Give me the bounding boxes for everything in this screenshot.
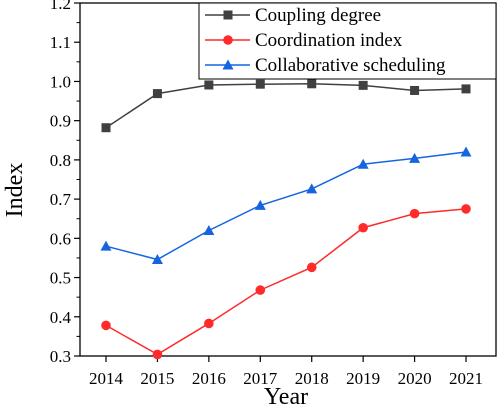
data-point bbox=[151, 254, 163, 265]
series-line bbox=[105, 151, 467, 261]
legend-marker bbox=[223, 10, 233, 20]
x-axis-title: Year bbox=[264, 384, 308, 410]
data-point bbox=[306, 262, 317, 273]
y-axis-title: Index bbox=[2, 163, 28, 218]
legend-label: Coupling degree bbox=[255, 5, 381, 26]
data-point bbox=[152, 89, 162, 99]
series-line bbox=[105, 83, 467, 129]
data-point bbox=[358, 80, 368, 90]
data-point bbox=[461, 84, 471, 94]
data-point bbox=[255, 79, 265, 89]
y-tick-label: 0.5 bbox=[50, 269, 71, 288]
x-tick-label: 2014 bbox=[89, 369, 124, 388]
data-point bbox=[409, 208, 420, 219]
y-tick-label: 0.7 bbox=[50, 190, 72, 209]
data-point bbox=[357, 158, 369, 169]
data-point bbox=[101, 123, 111, 133]
series-1 bbox=[101, 204, 471, 360]
data-point bbox=[254, 199, 266, 210]
data-point bbox=[203, 224, 215, 235]
series-line bbox=[105, 208, 467, 356]
legend-label: Coordination index bbox=[255, 30, 403, 51]
x-tick-label: 2018 bbox=[295, 369, 329, 388]
y-tick-label: 0.9 bbox=[50, 112, 71, 131]
data-point bbox=[461, 204, 471, 214]
y-tick-label: 0.6 bbox=[50, 229, 71, 248]
data-point bbox=[101, 320, 111, 331]
data-point bbox=[409, 152, 421, 163]
x-tick-label: 2016 bbox=[192, 369, 226, 388]
data-point bbox=[307, 79, 317, 89]
legend-marker bbox=[222, 59, 234, 70]
x-tick-label: 2015 bbox=[140, 369, 174, 388]
series-2 bbox=[100, 146, 472, 265]
x-tick-label: 2017 bbox=[243, 369, 278, 388]
x-tick-label: 2019 bbox=[346, 369, 380, 388]
data-point bbox=[204, 80, 214, 90]
axes: 0.3 0.4 0.5 0.6 0.7 0.8 0.9 1.0 1.1 1.2 2014 2015 20… bbox=[50, 0, 497, 388]
y-tick-label: 1.2 bbox=[50, 0, 71, 13]
legend-marker bbox=[223, 35, 233, 45]
y-tick-label: 1.1 bbox=[50, 33, 71, 52]
y-tick-label: 1.0 bbox=[50, 72, 71, 91]
data-point bbox=[460, 146, 472, 157]
data-point bbox=[358, 222, 368, 233]
x-tick-label: 2021 bbox=[449, 369, 483, 388]
series-layer bbox=[100, 79, 472, 360]
y-tick-label: 0.4 bbox=[50, 308, 72, 327]
y-tick-label: 0.8 bbox=[50, 151, 71, 170]
legend-label: Collaborative scheduling bbox=[255, 55, 446, 76]
series-0 bbox=[101, 79, 471, 133]
y-tick-label: 0.3 bbox=[50, 347, 71, 366]
data-point bbox=[100, 240, 112, 251]
data-point bbox=[152, 349, 163, 360]
data-point bbox=[255, 285, 266, 295]
data-point bbox=[306, 183, 318, 194]
data-point bbox=[204, 318, 214, 329]
data-point bbox=[410, 85, 420, 95]
legend: Coupling degree Coordination index Collabo… bbox=[198, 2, 497, 80]
x-tick-label: 2020 bbox=[398, 369, 432, 388]
